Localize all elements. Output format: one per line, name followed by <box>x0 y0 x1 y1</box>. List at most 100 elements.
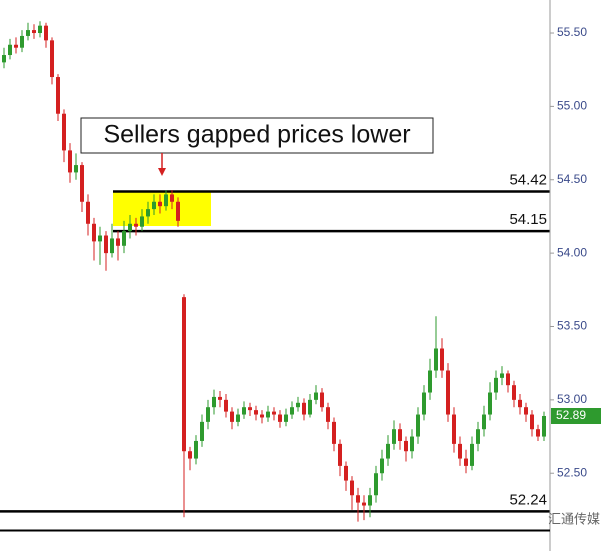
candle-body <box>482 414 486 430</box>
candle-body <box>386 443 390 459</box>
candle-body <box>350 480 354 496</box>
candle-body <box>410 436 414 452</box>
candle-body <box>50 40 54 78</box>
candle-body <box>26 30 30 36</box>
candle-body <box>284 414 288 422</box>
level-label: 54.15 <box>509 211 547 228</box>
candle-body <box>200 421 204 441</box>
candle-body <box>74 165 78 173</box>
candle-body <box>404 440 408 452</box>
candle-body <box>356 495 360 503</box>
level-label: 54.42 <box>509 171 547 188</box>
candle-body <box>152 201 156 210</box>
candle-body <box>296 402 300 408</box>
candle-body <box>506 373 510 386</box>
candle-body <box>278 414 282 422</box>
candle-body <box>116 238 120 246</box>
candle-body <box>524 407 528 415</box>
candle-body <box>158 201 162 207</box>
candle-body <box>344 465 348 481</box>
candle-body <box>530 414 534 430</box>
candle-body <box>14 44 18 48</box>
candle-body <box>128 223 132 232</box>
y-tick-label: 53.00 <box>557 392 587 406</box>
candle-body <box>164 194 168 207</box>
level-label: 52.24 <box>509 491 547 508</box>
candle-body <box>32 30 36 34</box>
candle-body <box>314 392 318 400</box>
candle-body <box>86 201 90 224</box>
candle-body <box>380 458 384 474</box>
candle-body <box>398 429 402 441</box>
arrow-head <box>158 168 166 176</box>
candle-body <box>536 429 540 437</box>
candle-body <box>260 414 264 418</box>
candle-body <box>122 231 126 246</box>
candle-body <box>320 392 324 408</box>
candle-body <box>494 377 498 393</box>
y-tick-label: 54.00 <box>557 245 587 259</box>
candle-body <box>326 407 330 422</box>
candle-body <box>434 348 438 371</box>
candle-body <box>224 399 228 412</box>
candle-body <box>248 407 252 411</box>
candle-body <box>392 429 396 444</box>
candle-body <box>236 414 240 422</box>
candle-body <box>338 443 342 466</box>
candle-body <box>476 429 480 444</box>
candle-body <box>332 421 336 444</box>
candle-body <box>20 35 24 48</box>
last-price-box <box>551 408 601 425</box>
candle-body <box>44 25 48 41</box>
candle-body <box>266 411 270 418</box>
candle-body <box>146 209 150 217</box>
highlight-zone <box>113 192 211 226</box>
candle-body <box>104 235 108 254</box>
candle-body <box>500 373 504 378</box>
candle-body <box>416 414 420 437</box>
candle-body <box>446 370 450 415</box>
candle-body <box>464 458 468 466</box>
candle-body <box>110 238 114 254</box>
y-tick-label: 54.50 <box>557 172 587 186</box>
y-tick-label: 52.50 <box>557 465 587 479</box>
candle-body <box>194 440 198 459</box>
candle-body <box>368 495 372 506</box>
candle-body <box>308 399 312 415</box>
candle-body <box>488 392 492 415</box>
candle-body <box>230 411 234 422</box>
candle-body <box>8 44 12 56</box>
annotation: Sellers gapped prices lower <box>103 121 410 149</box>
candle-body <box>470 443 474 466</box>
candle-body <box>272 411 276 415</box>
candle-body <box>218 396 222 400</box>
candle-body <box>512 385 516 400</box>
candle-body <box>38 25 42 34</box>
y-tick-label: 55.50 <box>557 25 587 39</box>
candle-body <box>458 443 462 459</box>
candle-body <box>56 77 60 114</box>
candle-body <box>62 113 66 151</box>
candle-body <box>206 407 210 422</box>
candle-body <box>80 165 84 202</box>
candle-body <box>254 410 258 415</box>
candle-body <box>374 473 378 496</box>
candle-body <box>302 402 306 415</box>
candle-body <box>2 55 6 63</box>
candle-body <box>422 392 426 415</box>
candle-body <box>176 201 180 221</box>
candle-body <box>452 414 456 444</box>
candle-body <box>212 396 216 408</box>
candle-body <box>140 216 144 227</box>
last-price-label: 52.89 <box>556 408 586 422</box>
candle-body <box>290 407 294 415</box>
candle-body <box>362 502 366 506</box>
candle-body <box>68 150 72 173</box>
candle-body <box>182 297 186 452</box>
candle-body <box>242 407 246 415</box>
y-tick-label: 53.50 <box>557 319 587 333</box>
candle-body <box>542 416 546 437</box>
candle-body <box>170 194 174 202</box>
